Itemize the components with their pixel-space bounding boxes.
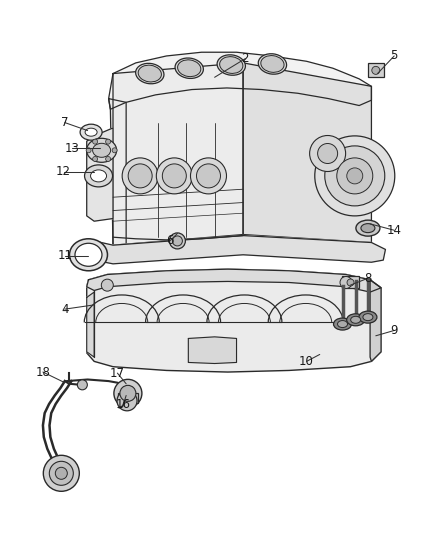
Ellipse shape — [136, 63, 164, 84]
Ellipse shape — [261, 55, 284, 72]
Text: 7: 7 — [61, 116, 69, 129]
Circle shape — [106, 139, 111, 144]
Circle shape — [170, 233, 185, 249]
Circle shape — [112, 148, 117, 153]
Circle shape — [106, 157, 111, 161]
Polygon shape — [109, 52, 371, 109]
Circle shape — [318, 143, 338, 164]
Ellipse shape — [338, 320, 347, 328]
Polygon shape — [87, 269, 381, 372]
Ellipse shape — [356, 220, 380, 236]
Polygon shape — [370, 280, 381, 361]
Text: 4: 4 — [61, 303, 69, 316]
Polygon shape — [243, 63, 371, 243]
Ellipse shape — [361, 224, 375, 232]
Circle shape — [49, 461, 73, 486]
FancyBboxPatch shape — [118, 393, 138, 403]
Circle shape — [173, 236, 182, 246]
Circle shape — [122, 158, 158, 194]
Circle shape — [92, 139, 98, 144]
Ellipse shape — [219, 56, 243, 74]
FancyBboxPatch shape — [342, 277, 359, 288]
Ellipse shape — [175, 58, 203, 78]
Polygon shape — [188, 337, 237, 364]
Polygon shape — [109, 99, 126, 256]
Ellipse shape — [92, 143, 111, 157]
Polygon shape — [87, 292, 94, 357]
Text: 18: 18 — [35, 366, 50, 378]
FancyBboxPatch shape — [368, 63, 384, 77]
Text: 11: 11 — [57, 249, 72, 262]
Circle shape — [315, 136, 395, 216]
Text: 17: 17 — [110, 367, 125, 379]
Text: 9: 9 — [390, 324, 398, 337]
Ellipse shape — [85, 165, 113, 187]
Circle shape — [101, 279, 113, 291]
Ellipse shape — [85, 128, 97, 136]
Ellipse shape — [80, 124, 102, 140]
Circle shape — [347, 279, 354, 286]
Text: 14: 14 — [387, 224, 402, 237]
Circle shape — [117, 391, 137, 411]
Circle shape — [337, 158, 373, 194]
Ellipse shape — [138, 65, 162, 82]
Circle shape — [310, 135, 346, 172]
Text: 6: 6 — [166, 235, 174, 247]
Circle shape — [197, 164, 220, 188]
Circle shape — [156, 158, 192, 194]
Circle shape — [92, 157, 98, 161]
Polygon shape — [85, 236, 385, 264]
Circle shape — [86, 148, 91, 153]
Circle shape — [120, 385, 136, 401]
Ellipse shape — [346, 314, 365, 326]
Circle shape — [347, 168, 363, 184]
Ellipse shape — [91, 170, 106, 182]
Ellipse shape — [363, 313, 373, 321]
Ellipse shape — [258, 54, 286, 74]
Circle shape — [340, 277, 352, 288]
Polygon shape — [87, 128, 113, 221]
Ellipse shape — [359, 311, 377, 323]
Text: 2: 2 — [241, 52, 249, 65]
Circle shape — [43, 455, 79, 491]
Ellipse shape — [333, 318, 352, 330]
Circle shape — [372, 66, 380, 75]
Polygon shape — [87, 269, 381, 292]
Text: 13: 13 — [65, 142, 80, 155]
Text: 8: 8 — [364, 272, 371, 285]
Ellipse shape — [351, 316, 360, 324]
Ellipse shape — [75, 243, 102, 266]
Ellipse shape — [70, 239, 107, 271]
Circle shape — [162, 164, 186, 188]
Ellipse shape — [177, 60, 201, 77]
Circle shape — [325, 146, 385, 206]
Circle shape — [78, 380, 87, 390]
Polygon shape — [113, 63, 243, 245]
Text: 16: 16 — [116, 398, 131, 410]
Ellipse shape — [217, 55, 245, 75]
Circle shape — [191, 158, 226, 194]
Ellipse shape — [87, 138, 117, 163]
Text: 12: 12 — [56, 165, 71, 178]
Text: 5: 5 — [391, 50, 398, 62]
Text: 10: 10 — [299, 355, 314, 368]
Circle shape — [114, 379, 142, 407]
Circle shape — [128, 164, 152, 188]
Circle shape — [55, 467, 67, 479]
